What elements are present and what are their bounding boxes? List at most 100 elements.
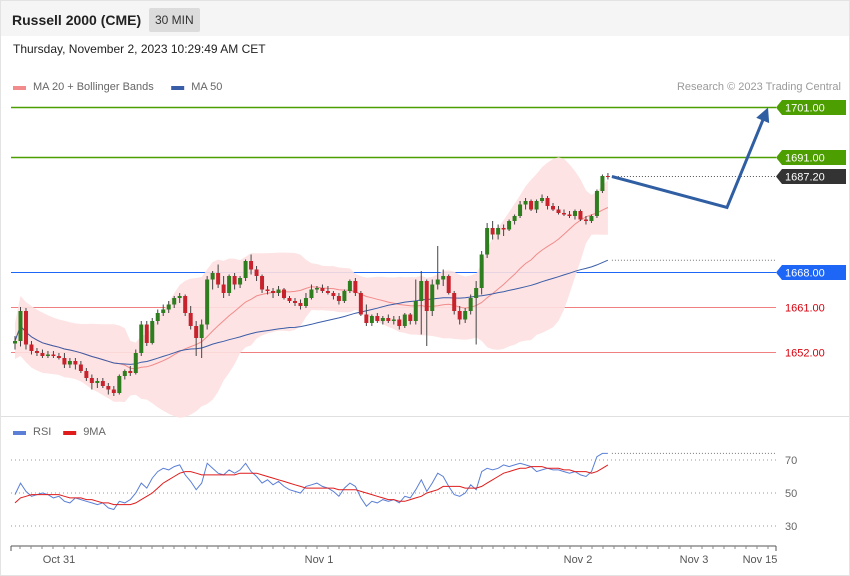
candle [303,293,308,308]
candle [265,286,270,295]
level-label-1701.00: 1701.00 [785,103,825,115]
candle-body [106,386,111,390]
candle-body [386,318,391,321]
candle-body [463,311,468,320]
candle [133,349,138,375]
candle [364,304,369,326]
candle-body [254,269,259,276]
candle-body [84,371,89,378]
candle-body [512,216,517,221]
x-tick-label: Oct 31 [43,554,75,566]
candle-body [479,254,484,288]
candle-body [375,316,380,321]
candle-body [56,356,61,358]
candle [205,276,210,330]
candle-body [40,353,45,356]
candle [468,294,473,315]
level-label-1668.00: 1668.00 [785,268,825,280]
candle-body [194,326,199,338]
candle-body [73,361,78,365]
candle-body [199,324,204,338]
candle-body [578,211,583,220]
candle-body [353,281,358,293]
forecast-arrowhead [756,107,770,124]
candle-body [13,341,17,344]
candle-body [572,211,577,216]
candle [605,173,610,180]
candle-body [133,353,138,373]
candle-body [232,276,237,285]
candle [62,353,67,368]
candle [155,309,160,325]
legend-swatch [13,86,26,90]
candle-body [468,298,473,311]
candle-body [238,278,243,285]
candle-body [567,214,572,216]
candle-body [452,293,457,311]
candle [183,294,188,316]
candle-body [161,309,166,313]
candle [397,316,402,330]
candle-body [298,303,303,306]
candle [413,279,418,325]
candle-body [314,288,319,290]
candle [194,321,199,356]
legend-swatch [171,86,185,90]
candle-body [562,213,566,215]
candle [594,189,599,218]
candle-body [303,298,308,306]
chart-header: Russell 2000 (CME) 30 MIN [1,1,849,36]
candle [128,366,133,376]
candle [457,306,462,325]
candle [51,351,56,358]
candle [424,279,429,346]
candle [13,336,17,350]
candle [490,221,495,240]
candle [177,293,182,303]
candle [496,224,501,240]
candle [336,293,341,305]
candle [529,199,534,211]
candle [331,291,336,300]
candle-body [111,389,116,393]
candle [172,296,177,308]
candle [380,316,385,325]
candle [144,321,149,346]
candle [84,368,89,381]
candle [430,279,435,316]
candle-body [45,354,50,356]
candle-body [276,289,281,293]
candle-body [540,198,545,201]
candle [567,211,572,218]
candle-body [155,313,160,321]
candle-body [122,371,127,376]
candle-body [172,298,177,305]
candle-body [188,313,193,326]
candle [540,194,545,203]
candle [117,374,122,395]
candle [150,318,155,345]
candle [238,276,243,288]
candle-body [369,316,374,323]
candle-body [210,273,215,280]
level-label-1691.00: 1691.00 [785,153,825,165]
rsi-tick-label: 50 [785,488,797,500]
forecast-path [611,114,767,210]
candle-body [430,284,435,311]
candle [56,353,61,360]
candle-body [150,321,155,343]
candle-body [496,228,501,235]
candle-body [600,176,605,191]
timeframe-badge[interactable]: 30 MIN [149,8,200,32]
candle-body [287,298,292,301]
candle-body [485,228,490,255]
candle-body [309,289,314,298]
candle [507,219,512,231]
candle-body [183,296,188,313]
candle-body [320,288,325,291]
level-tag-1701.00 [776,100,846,115]
candle [100,378,105,388]
candle [314,286,319,293]
candle [292,298,297,306]
